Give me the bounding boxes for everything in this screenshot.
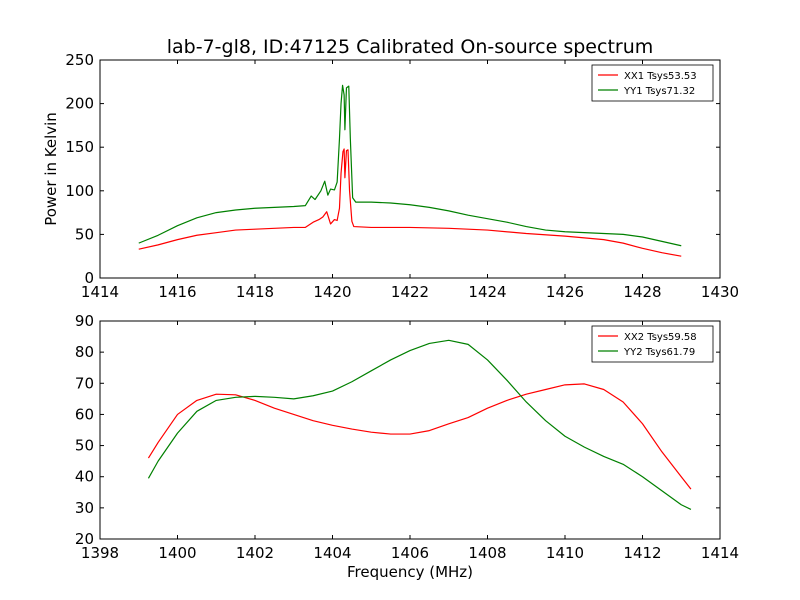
x-tick-label: 1426 <box>546 283 584 301</box>
legend-label: YY2 Tsys61.79 <box>623 347 695 358</box>
series-line-yy <box>138 84 682 247</box>
series-line-xx <box>147 383 692 490</box>
x-tick-label: 1406 <box>391 544 429 562</box>
y-tick-label: 150 <box>65 138 94 156</box>
x-tick-label: 1420 <box>313 283 351 301</box>
x-tick-label: 1422 <box>391 283 429 301</box>
legend: XX1 Tsys53.53 YY1 Tsys71.32 <box>591 64 714 102</box>
x-tick-label: 1410 <box>546 544 584 562</box>
x-tick-label: 1400 <box>158 544 196 562</box>
legend-label: YY1 Tsys71.32 <box>623 86 695 97</box>
y-tick-label: 70 <box>75 374 94 392</box>
x-tick-label: 1404 <box>313 544 351 562</box>
x-tick-label: 1414 <box>81 283 119 301</box>
x-axis-title: Frequency (MHz) <box>347 563 473 581</box>
x-tick-label: 1408 <box>468 544 506 562</box>
x-tick-label: 1412 <box>623 544 661 562</box>
y-tick-label: 200 <box>65 95 94 113</box>
x-tick-label: 1398 <box>81 544 119 562</box>
legend: XX2 Tsys59.58 YY2 Tsys61.79 <box>591 325 714 363</box>
y-tick-label: 30 <box>75 499 94 517</box>
y-tick-label: 250 <box>65 51 94 69</box>
legend-box <box>591 325 714 363</box>
x-tick-label: 1402 <box>236 544 274 562</box>
legend-label: XX1 Tsys53.53 <box>624 71 697 82</box>
y-tick-label: 40 <box>75 468 94 486</box>
series-line-yy <box>147 339 692 510</box>
top-spectrum-panel: 1414 1416 1418 1420 1422 1424 1426 1428 1430 0 50 1… <box>42 51 739 301</box>
x-tick-label: 1414 <box>701 544 739 562</box>
y-tick-label: 60 <box>75 405 94 423</box>
x-tick-label: 1430 <box>701 283 739 301</box>
chart-title: lab-7-gl8, ID:47125 Calibrated On-source… <box>167 36 654 58</box>
series-line-xx <box>138 148 682 257</box>
x-tick-label: 1424 <box>468 283 506 301</box>
y-tick-label: 50 <box>75 225 94 243</box>
x-tick-label: 1416 <box>158 283 196 301</box>
y-tick-label: 0 <box>84 269 94 287</box>
y-tick-label: 100 <box>65 182 94 200</box>
x-tick-label: 1428 <box>623 283 661 301</box>
y-tick-label: 20 <box>75 530 94 548</box>
x-tick-label: 1418 <box>236 283 274 301</box>
legend-box <box>591 64 714 102</box>
y-tick-label: 90 <box>75 312 94 330</box>
legend-label: XX2 Tsys59.58 <box>624 332 697 343</box>
y-tick-label: 80 <box>75 343 94 361</box>
y-axis-title: Power in Kelvin <box>42 112 60 226</box>
bottom-spectrum-panel: 1398 1400 1402 1404 1406 1408 1410 1412 1414 20 30… <box>75 312 739 581</box>
y-tick-label: 50 <box>75 437 94 455</box>
